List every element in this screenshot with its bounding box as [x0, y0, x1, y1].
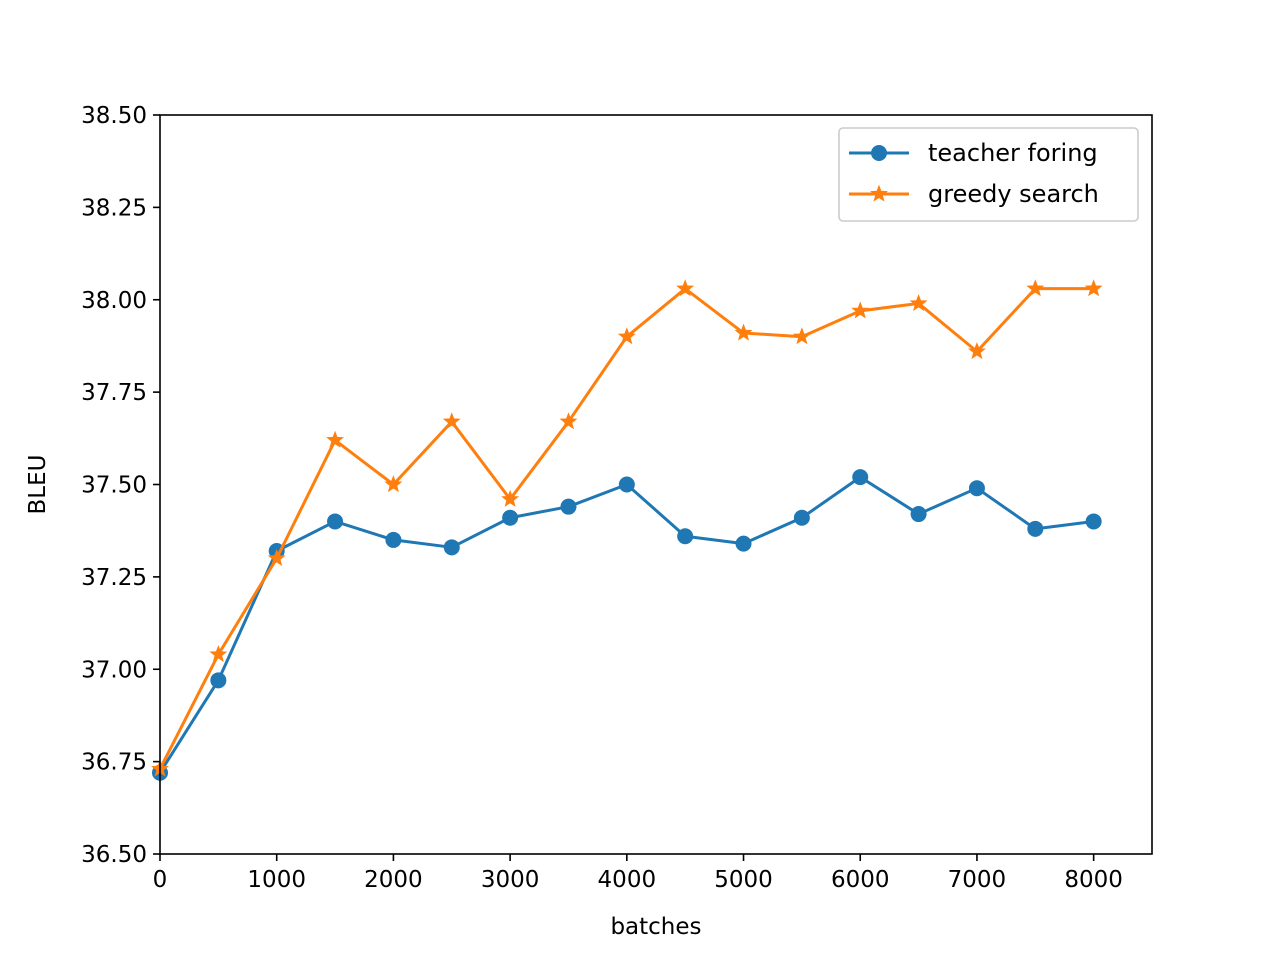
legend-label-teacher-foring: teacher foring: [928, 139, 1098, 167]
data-point-greedy-search: [326, 430, 345, 448]
data-point-teacher-foring: [210, 672, 227, 689]
x-tick-label: 0: [153, 867, 168, 893]
x-tick-label: 2000: [364, 867, 423, 893]
data-point-teacher-foring: [910, 506, 927, 523]
legend-marker-greedy-search: [870, 184, 888, 202]
data-point-greedy-search: [442, 412, 461, 430]
data-point-teacher-foring: [560, 498, 577, 515]
y-tick-label: 37.75: [81, 380, 147, 406]
x-tick-label: 8000: [1064, 867, 1123, 893]
y-tick-label: 37.00: [81, 657, 147, 683]
x-axis-label: batches: [610, 914, 701, 940]
series-teacher-foring: [152, 469, 1102, 781]
data-point-teacher-foring: [852, 469, 869, 486]
series-line-greedy-search: [157, 287, 1096, 772]
plot-frame: [159, 114, 1153, 855]
data-point-teacher-foring: [443, 539, 460, 556]
data-point-teacher-foring: [1085, 513, 1102, 530]
data-point-greedy-search: [267, 548, 286, 567]
y-tick-label: 37.25: [81, 565, 147, 591]
series-group: [151, 279, 1103, 781]
data-point-teacher-foring: [677, 528, 694, 545]
series-greedy-search: [151, 279, 1103, 777]
x-tick-label: 5000: [714, 867, 773, 893]
data-point-teacher-foring: [618, 476, 635, 493]
x-tick-label: 6000: [831, 867, 890, 893]
data-point-teacher-foring: [793, 509, 810, 526]
data-point-teacher-foring: [502, 509, 519, 526]
x-tick-label: 7000: [948, 867, 1007, 893]
data-point-greedy-search: [734, 323, 753, 341]
y-tick-label: 38.25: [81, 195, 147, 221]
legend-marker-teacher-foring: [871, 145, 887, 161]
y-tick-label: 36.75: [81, 750, 147, 776]
x-tick-label: 3000: [481, 867, 540, 893]
data-point-greedy-search: [967, 342, 986, 360]
data-point-teacher-foring: [327, 513, 344, 530]
data-point-greedy-search: [676, 279, 695, 297]
data-point-greedy-search: [851, 301, 870, 319]
y-tick-label: 37.50: [81, 473, 147, 499]
data-point-teacher-foring: [968, 480, 985, 497]
data-point-greedy-search: [384, 475, 403, 493]
legend: teacher foring greedy search: [838, 127, 1139, 222]
data-point-teacher-foring: [1027, 520, 1044, 537]
legend-entry-teacher-foring: teacher foring: [849, 139, 1098, 167]
data-point-greedy-search: [1026, 279, 1045, 297]
plot-area: [151, 279, 1103, 781]
data-point-teacher-foring: [385, 531, 402, 548]
series-line-teacher-foring: [157, 475, 1096, 775]
legend-label-greedy-search: greedy search: [928, 180, 1099, 208]
axes: 0 1000 2000 3000 4000 5000 6000 7000 8000 36.50 36…: [81, 103, 1153, 893]
data-point-greedy-search: [1084, 279, 1103, 297]
data-point-greedy-search: [209, 645, 228, 663]
legend-entry-greedy-search: greedy search: [849, 180, 1099, 208]
data-point-greedy-search: [792, 327, 811, 345]
y-axis-label: BLEU: [25, 455, 51, 515]
data-point-greedy-search: [617, 327, 636, 345]
data-point-greedy-search: [501, 489, 520, 507]
data-point-greedy-search: [909, 294, 928, 312]
y-tick-label: 38.00: [81, 288, 147, 314]
data-point-greedy-search: [559, 412, 578, 430]
data-point-teacher-foring: [735, 535, 752, 552]
x-tick-label: 1000: [247, 867, 306, 893]
y-tick-label: 38.50: [81, 103, 147, 129]
x-tick-label: 4000: [598, 867, 657, 893]
y-tick-label: 36.50: [81, 842, 147, 868]
legend-box: [838, 127, 1139, 222]
